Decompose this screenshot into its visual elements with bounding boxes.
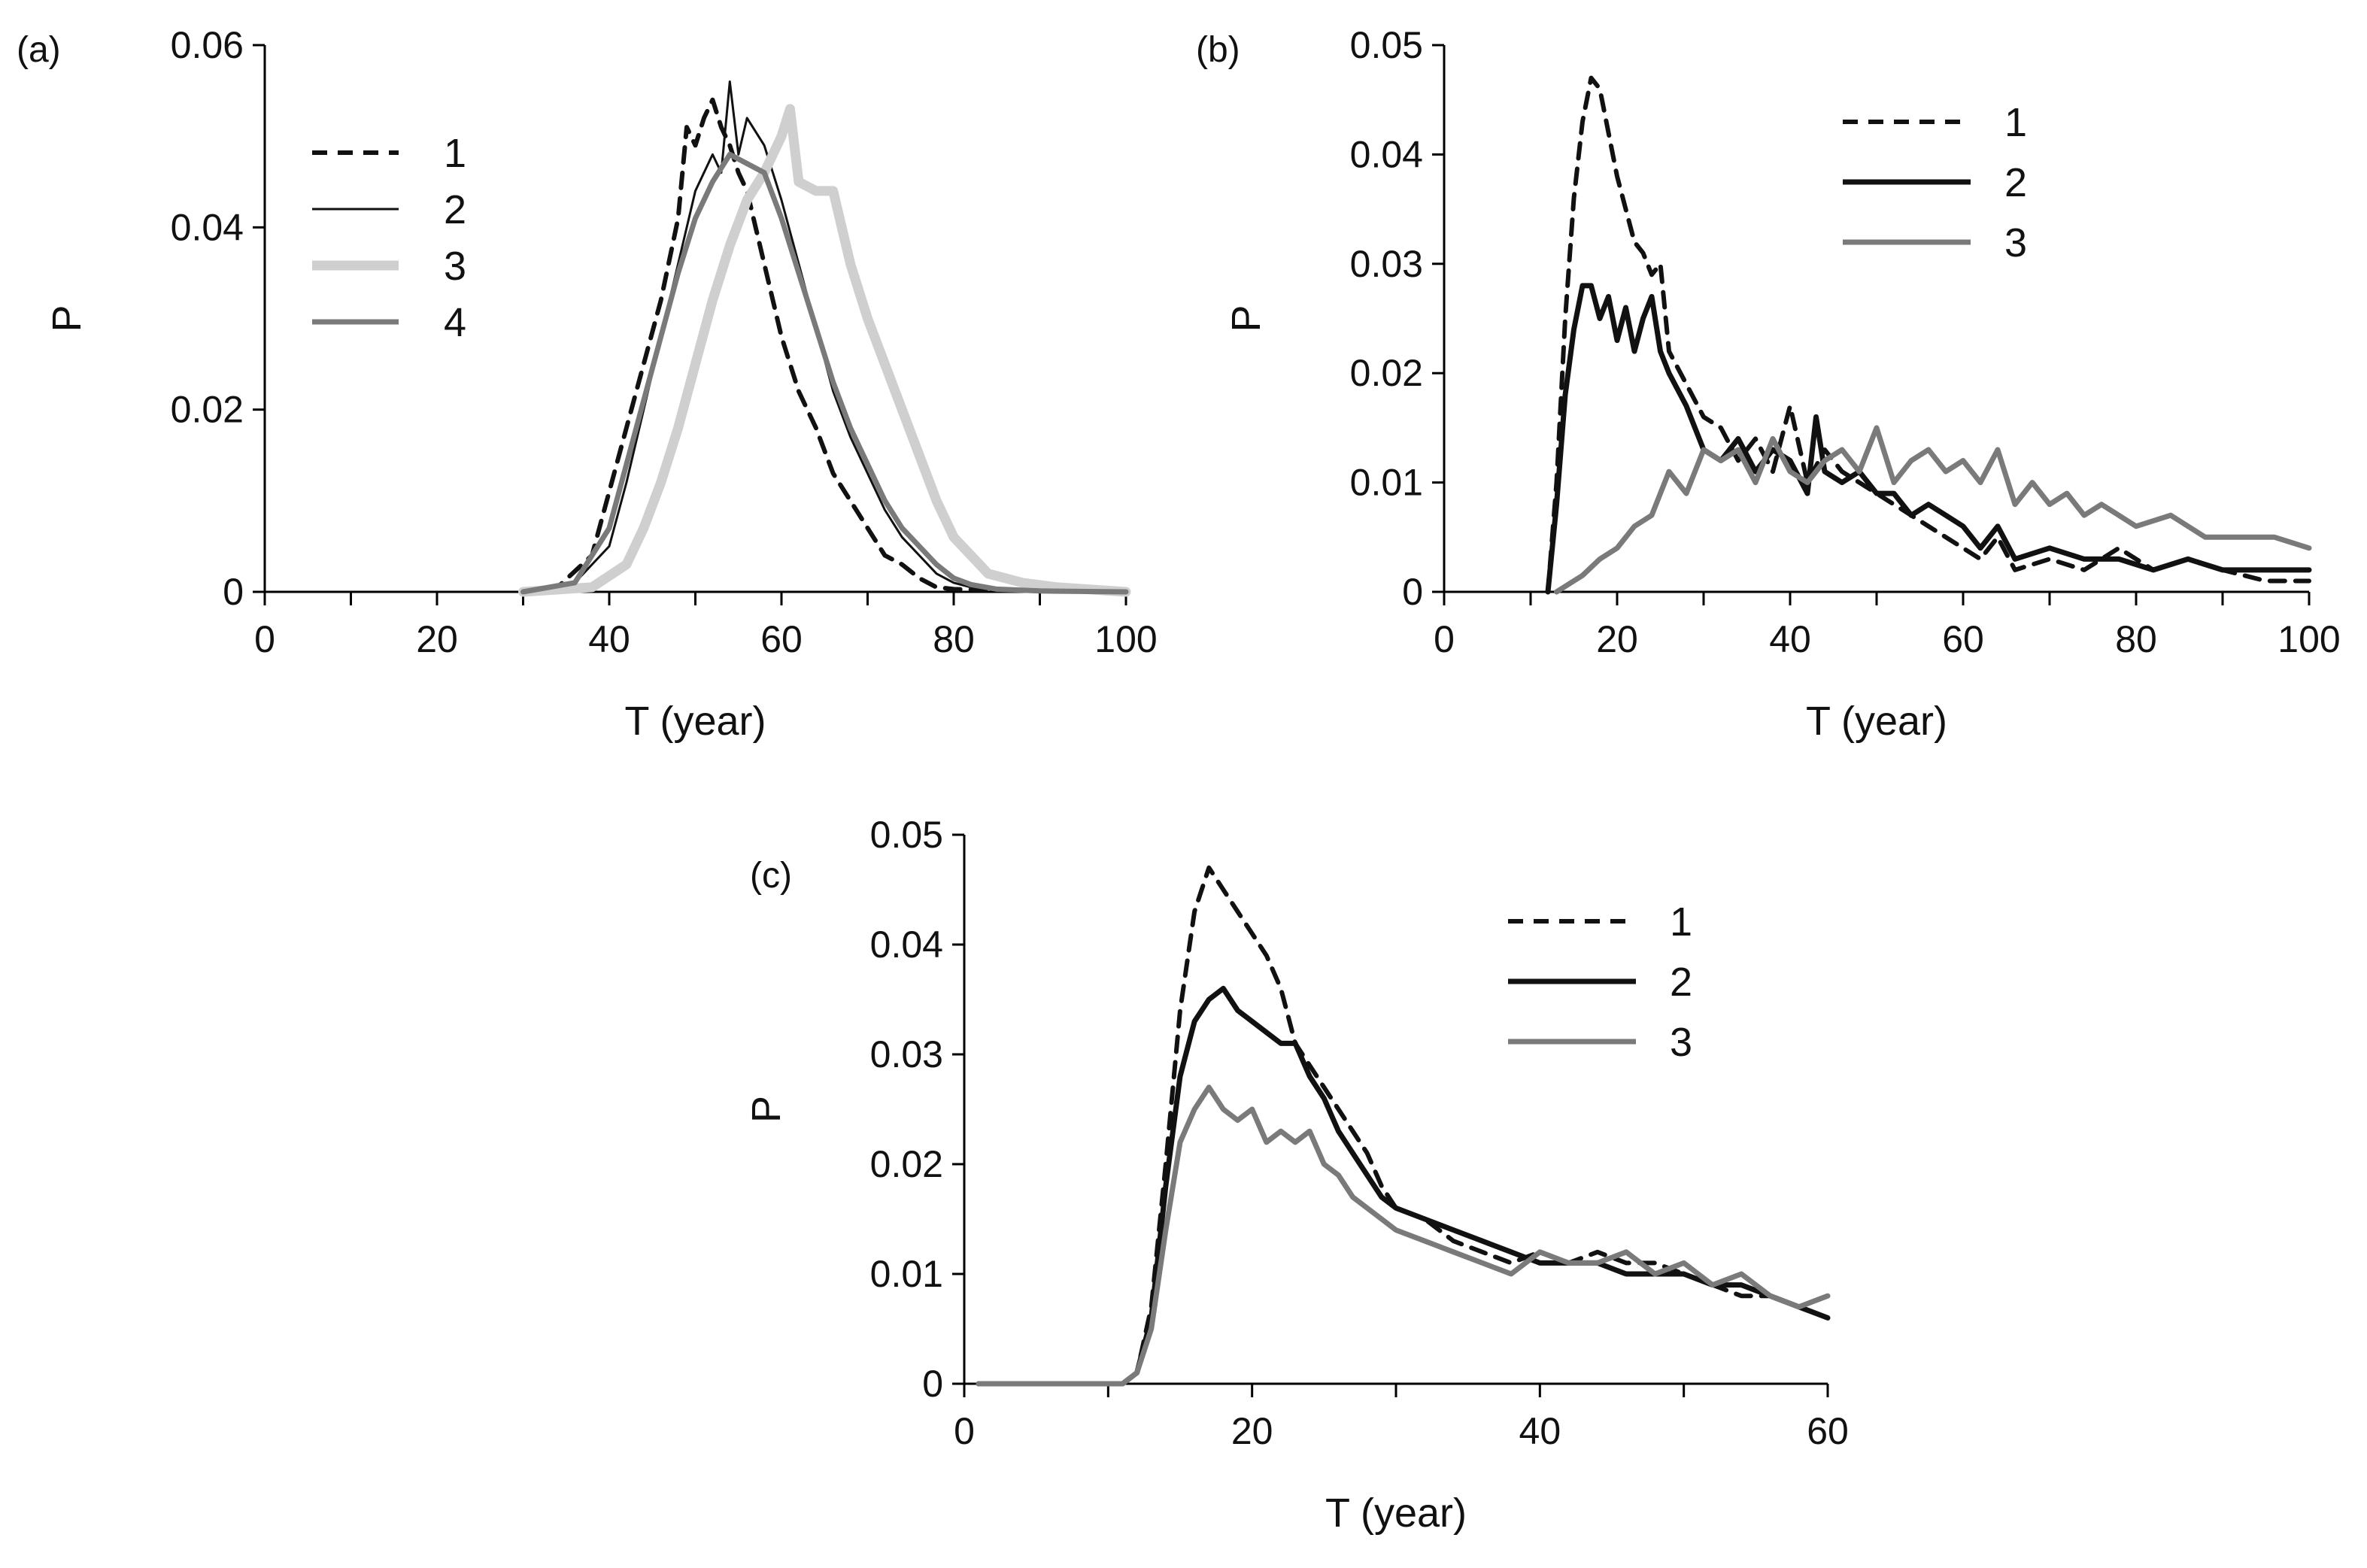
x-tick-label: 20 (416, 618, 458, 660)
x-axis-label: T (year) (1806, 699, 1947, 744)
legend-label: 1 (1670, 899, 1692, 945)
legend-label: 2 (444, 187, 466, 232)
series-line-1 (520, 97, 1128, 594)
panel-label: (b) (1196, 30, 1240, 70)
legend-label: 2 (2004, 160, 2027, 205)
y-tick-label: 0 (922, 1363, 943, 1405)
panel-label: (c) (750, 856, 792, 896)
legend-label: 2 (1670, 960, 1692, 1005)
x-tick-label: 60 (1942, 618, 1984, 660)
panel-c: 0 20 40 60 0 0.01 0.02 0.03 0.04 0.05 T (year) P (c)… (744, 814, 1849, 1536)
series-line-3 (1554, 425, 2312, 595)
series-line-2 (1545, 283, 2312, 595)
legend-label: 3 (444, 244, 466, 289)
series-line-4 (520, 151, 1129, 595)
legend-label: 3 (1670, 1020, 1692, 1065)
x-tick-label: 40 (1769, 618, 1811, 660)
x-axis-label: T (year) (624, 699, 766, 744)
y-tick-label: 0.04 (870, 924, 943, 966)
series-line-3 (518, 104, 1131, 597)
x-tick-label: 0 (254, 618, 275, 660)
y-tick-label: 0 (223, 571, 244, 613)
y-tick-label: 0.03 (870, 1033, 943, 1075)
legend-label: 4 (444, 300, 466, 345)
x-tick-label: 40 (588, 618, 630, 660)
y-tick-label: 0.05 (870, 814, 943, 856)
x-tick-label: 80 (933, 618, 975, 660)
y-tick-label: 0.01 (870, 1253, 943, 1295)
y-tick-label: 0.02 (870, 1143, 943, 1185)
x-tick-label: 60 (1807, 1410, 1849, 1452)
legend-label: 1 (444, 131, 466, 176)
y-tick-label: 0.04 (171, 206, 244, 248)
y-tick-label: 0.06 (171, 24, 244, 66)
y-tick-label: 0.01 (1350, 462, 1423, 504)
series-line-1 (1546, 75, 2311, 594)
y-axis-label: P (744, 1096, 789, 1123)
y-axis-label: P (44, 305, 90, 332)
x-tick-label: 20 (1596, 618, 1638, 660)
y-tick-label: 0.04 (1350, 133, 1423, 175)
x-tick-label: 20 (1231, 1410, 1273, 1452)
y-tick-label: 0.02 (171, 389, 244, 431)
legend-label: 3 (2004, 220, 2027, 265)
series-line-2 (976, 985, 1831, 1387)
panel-b: 0 20 40 60 80 100 0 0.01 0.02 0.03 0.04 0.05 T (year… (1196, 24, 2341, 744)
x-tick-label: 0 (1434, 618, 1455, 660)
legend-label: 1 (2004, 100, 2027, 145)
series-line-3 (976, 1084, 1831, 1387)
panel-a: 0 20 40 60 80 100 0 0.02 0.04 0.06 T (year) P (a) 1 2 3… (17, 24, 1158, 744)
x-tick-label: 100 (2277, 618, 2340, 660)
y-tick-label: 0.02 (1350, 352, 1423, 394)
y-tick-label: 0.05 (1350, 24, 1423, 66)
x-tick-label: 40 (1519, 1410, 1561, 1452)
x-axis-label: T (year) (1325, 1491, 1467, 1536)
panel-label: (a) (17, 30, 61, 70)
y-tick-label: 0.03 (1350, 243, 1423, 285)
x-tick-label: 0 (954, 1410, 975, 1452)
x-tick-label: 60 (760, 618, 803, 660)
series-line-1 (976, 865, 1830, 1386)
x-tick-label: 80 (2115, 618, 2157, 660)
y-tick-label: 0 (1402, 571, 1423, 613)
y-axis-label: P (1224, 305, 1269, 332)
x-tick-label: 100 (1094, 618, 1157, 660)
